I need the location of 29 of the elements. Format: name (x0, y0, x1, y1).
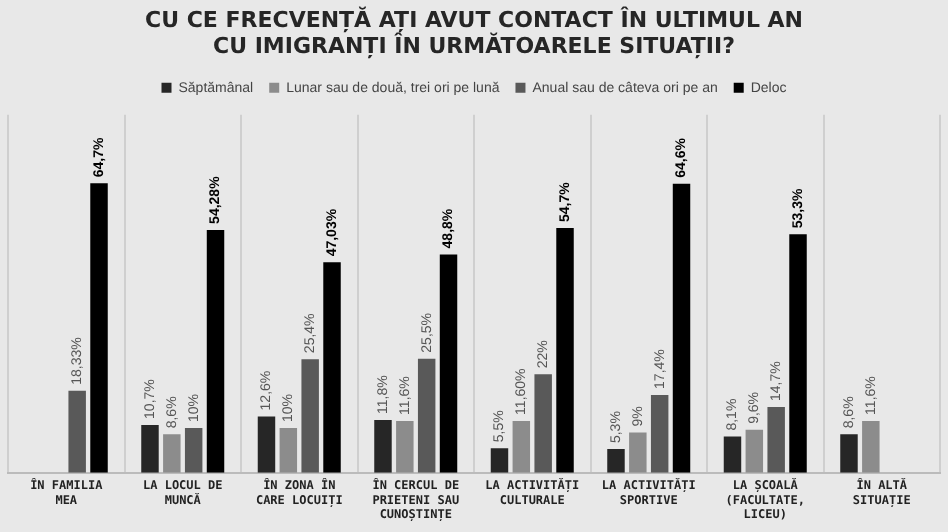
bar (417, 358, 436, 473)
bar (534, 374, 552, 473)
bar (512, 420, 531, 473)
bar (862, 420, 880, 473)
bar (789, 234, 807, 473)
bar (279, 428, 298, 473)
bar (439, 254, 458, 473)
bar (556, 228, 574, 473)
bar (672, 183, 691, 473)
bar (396, 420, 414, 473)
bar (163, 434, 181, 473)
bar (323, 262, 341, 473)
bar (257, 416, 276, 473)
bar (374, 420, 392, 473)
bar (629, 432, 647, 473)
bar (723, 436, 742, 473)
bar (206, 229, 225, 473)
bar (90, 183, 108, 473)
bar (650, 394, 669, 473)
bar (490, 448, 509, 473)
bar (184, 428, 203, 473)
bar (607, 449, 625, 473)
bar (141, 424, 159, 473)
bar (745, 429, 764, 473)
bar (840, 434, 858, 473)
chart-title: CU CE FRECVENȚĂ AȚI AVUT CONTACT ÎN ULTIMUL AN CU IMIGRANȚI ÎN URMĂTOARELE SITUAȚII? (144, 4, 804, 60)
bar (767, 407, 785, 473)
bar (68, 390, 86, 473)
bar (301, 359, 319, 473)
